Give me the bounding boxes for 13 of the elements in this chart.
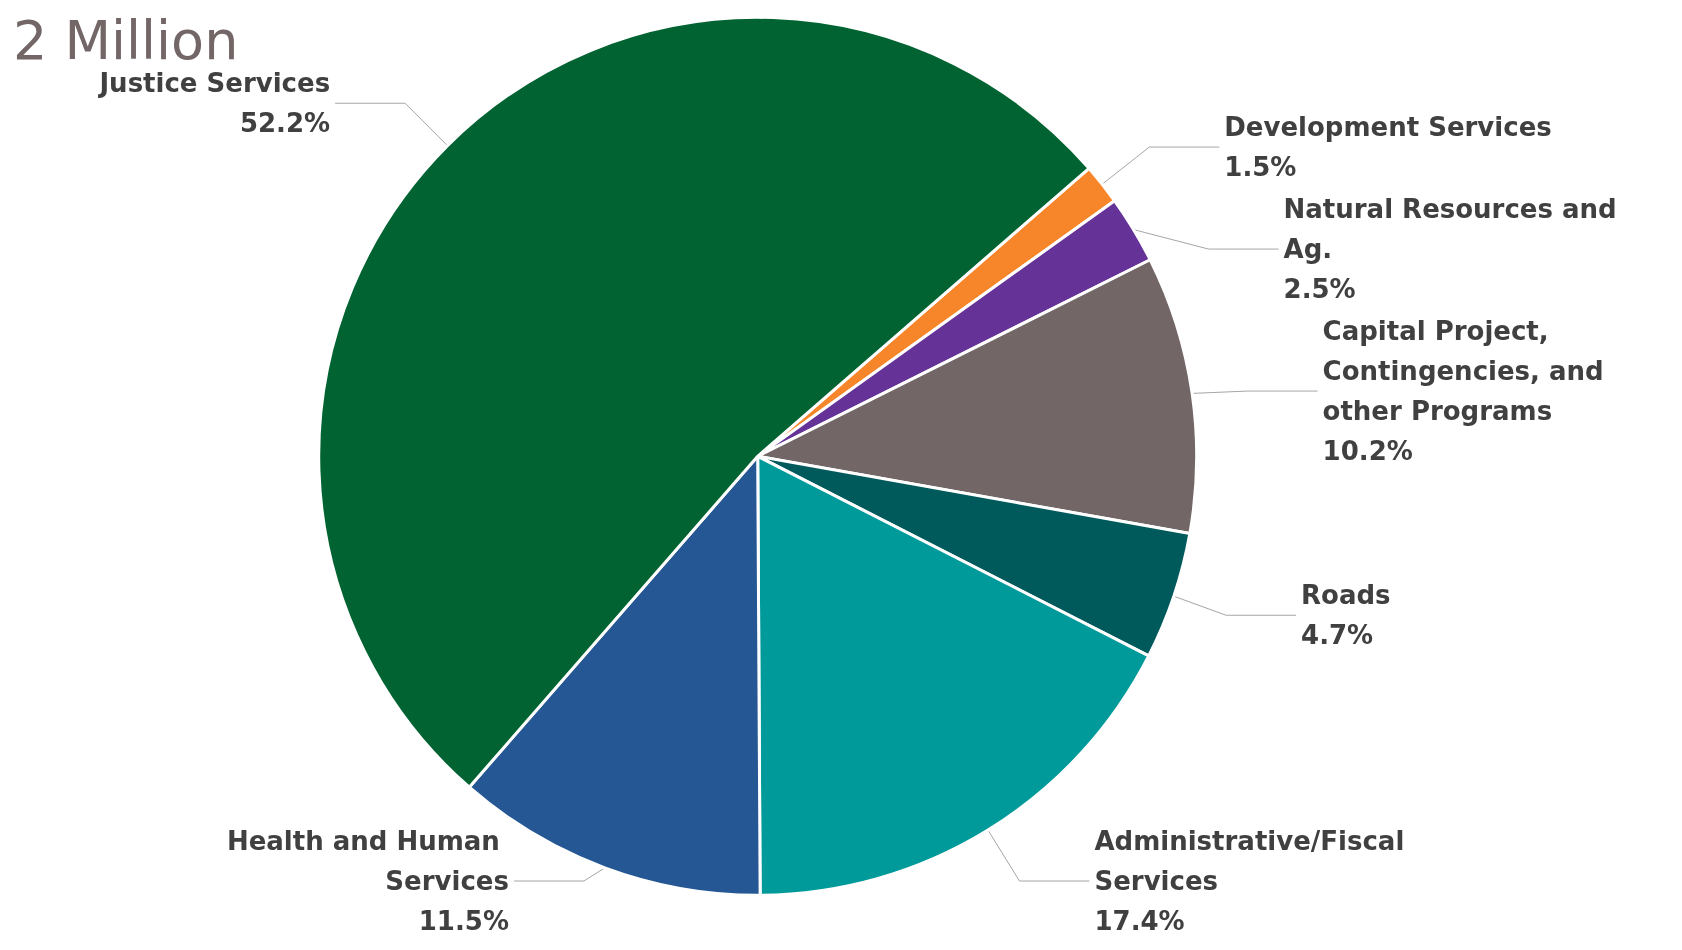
slice-label: Health and Human Services bbox=[226, 826, 509, 896]
data-label: 2.5% bbox=[1283, 274, 1356, 305]
data-label: 4.7% bbox=[1301, 620, 1374, 651]
data-label: 1.5% bbox=[1224, 152, 1297, 183]
slice-label: Capital Project, Contingencies, and other Programs bbox=[1322, 316, 1613, 427]
data-label: 10.2% bbox=[1322, 436, 1413, 467]
slice-label: Development Services bbox=[1224, 112, 1552, 143]
slice-label: Natural Resources and Ag. bbox=[1283, 194, 1626, 265]
slice-label: Roads bbox=[1301, 580, 1391, 611]
data-label: 17.4% bbox=[1094, 906, 1185, 936]
slice-label: Administrative/Fiscal Services bbox=[1094, 826, 1414, 896]
data-label: 52.2% bbox=[239, 108, 331, 139]
data-label: 11.5% bbox=[418, 906, 509, 936]
